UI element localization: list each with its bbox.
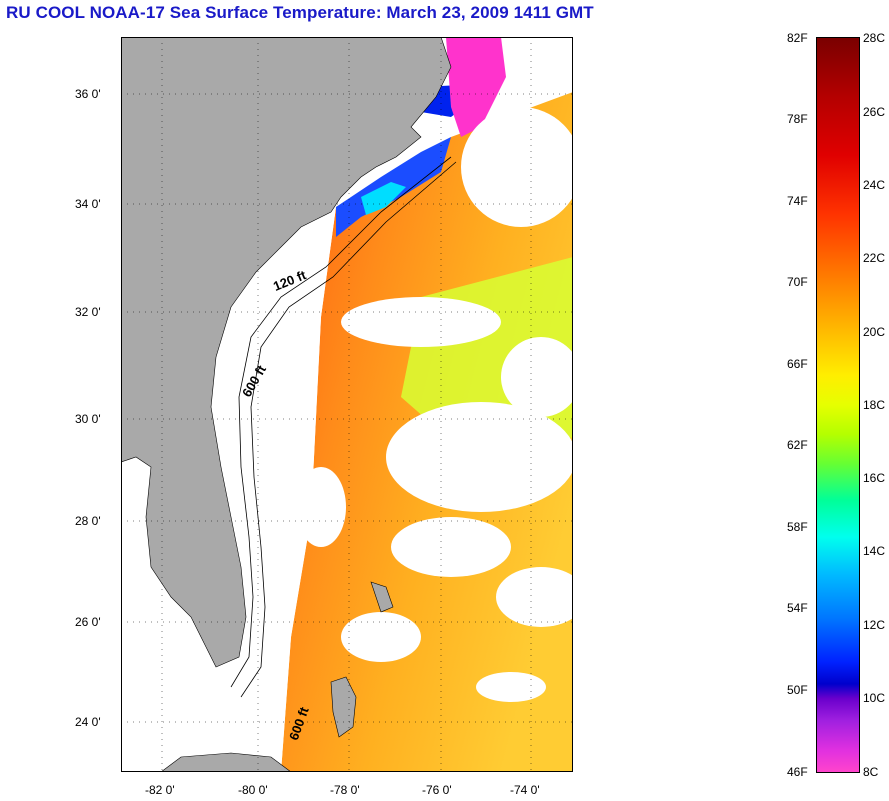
colorbar-label-78f: 78F xyxy=(787,112,808,126)
lon-label-76: -76 0' xyxy=(422,783,452,797)
lon-label-82: -82 0' xyxy=(145,783,175,797)
colorbar-label-8c: 8C xyxy=(863,765,879,779)
lon-label-74: -74 0' xyxy=(510,783,540,797)
colorbar-label-62f: 62F xyxy=(787,438,808,452)
map-frame xyxy=(121,37,573,772)
lat-label-32: 32 0' xyxy=(75,305,101,319)
colorbar-label-26c: 26C xyxy=(863,105,886,119)
lon-label-80: -80 0' xyxy=(238,783,268,797)
colorbar-label-16c: 16C xyxy=(863,471,886,485)
colorbar-label-24c: 24C xyxy=(863,178,886,192)
temperature-colorbar xyxy=(816,37,860,773)
colorbar-label-10c: 10C xyxy=(863,691,886,705)
colorbar-label-82f: 82F xyxy=(787,31,808,45)
colorbar-label-20c: 20C xyxy=(863,325,886,339)
colorbar-label-54f: 54F xyxy=(787,601,808,615)
lon-label-78: -78 0' xyxy=(330,783,360,797)
colorbar-label-28c: 28C xyxy=(863,31,886,45)
lat-label-24: 24 0' xyxy=(75,715,101,729)
land-bahamas xyxy=(330,581,394,738)
lat-lon-grid xyxy=(121,37,573,772)
colorbar-label-74f: 74F xyxy=(787,194,808,208)
isobath-600ft xyxy=(240,161,457,698)
colorbar-label-12c: 12C xyxy=(863,618,886,632)
lat-label-30: 30 0' xyxy=(75,412,101,426)
land-us-east-coast xyxy=(121,37,452,668)
sst-cyan-region xyxy=(361,182,406,215)
sst-very-cold-region xyxy=(446,37,506,137)
colorbar-label-46f: 46F xyxy=(787,765,808,779)
lat-label-26: 26 0' xyxy=(75,615,101,629)
lat-label-36: 36 0' xyxy=(75,87,101,101)
colorbar-label-18c: 18C xyxy=(863,398,886,412)
colorbar-label-58f: 58F xyxy=(787,520,808,534)
colorbar-label-66f: 66F xyxy=(787,357,808,371)
colorbar-label-70f: 70F xyxy=(787,275,808,289)
chart-title: RU COOL NOAA-17 Sea Surface Temperature:… xyxy=(6,3,594,22)
lat-label-28: 28 0' xyxy=(75,514,101,528)
lat-label-34: 34 0' xyxy=(75,197,101,211)
isobath-120ft xyxy=(230,156,452,688)
land-cuba xyxy=(160,752,292,772)
sst-map: 120 ft 600 ft 600 ft xyxy=(121,37,573,772)
colorbar-label-14c: 14C xyxy=(863,544,886,558)
sst-map-graphic xyxy=(121,37,573,772)
colorbar-label-22c: 22C xyxy=(863,251,886,265)
colorbar-label-50f: 50F xyxy=(787,683,808,697)
